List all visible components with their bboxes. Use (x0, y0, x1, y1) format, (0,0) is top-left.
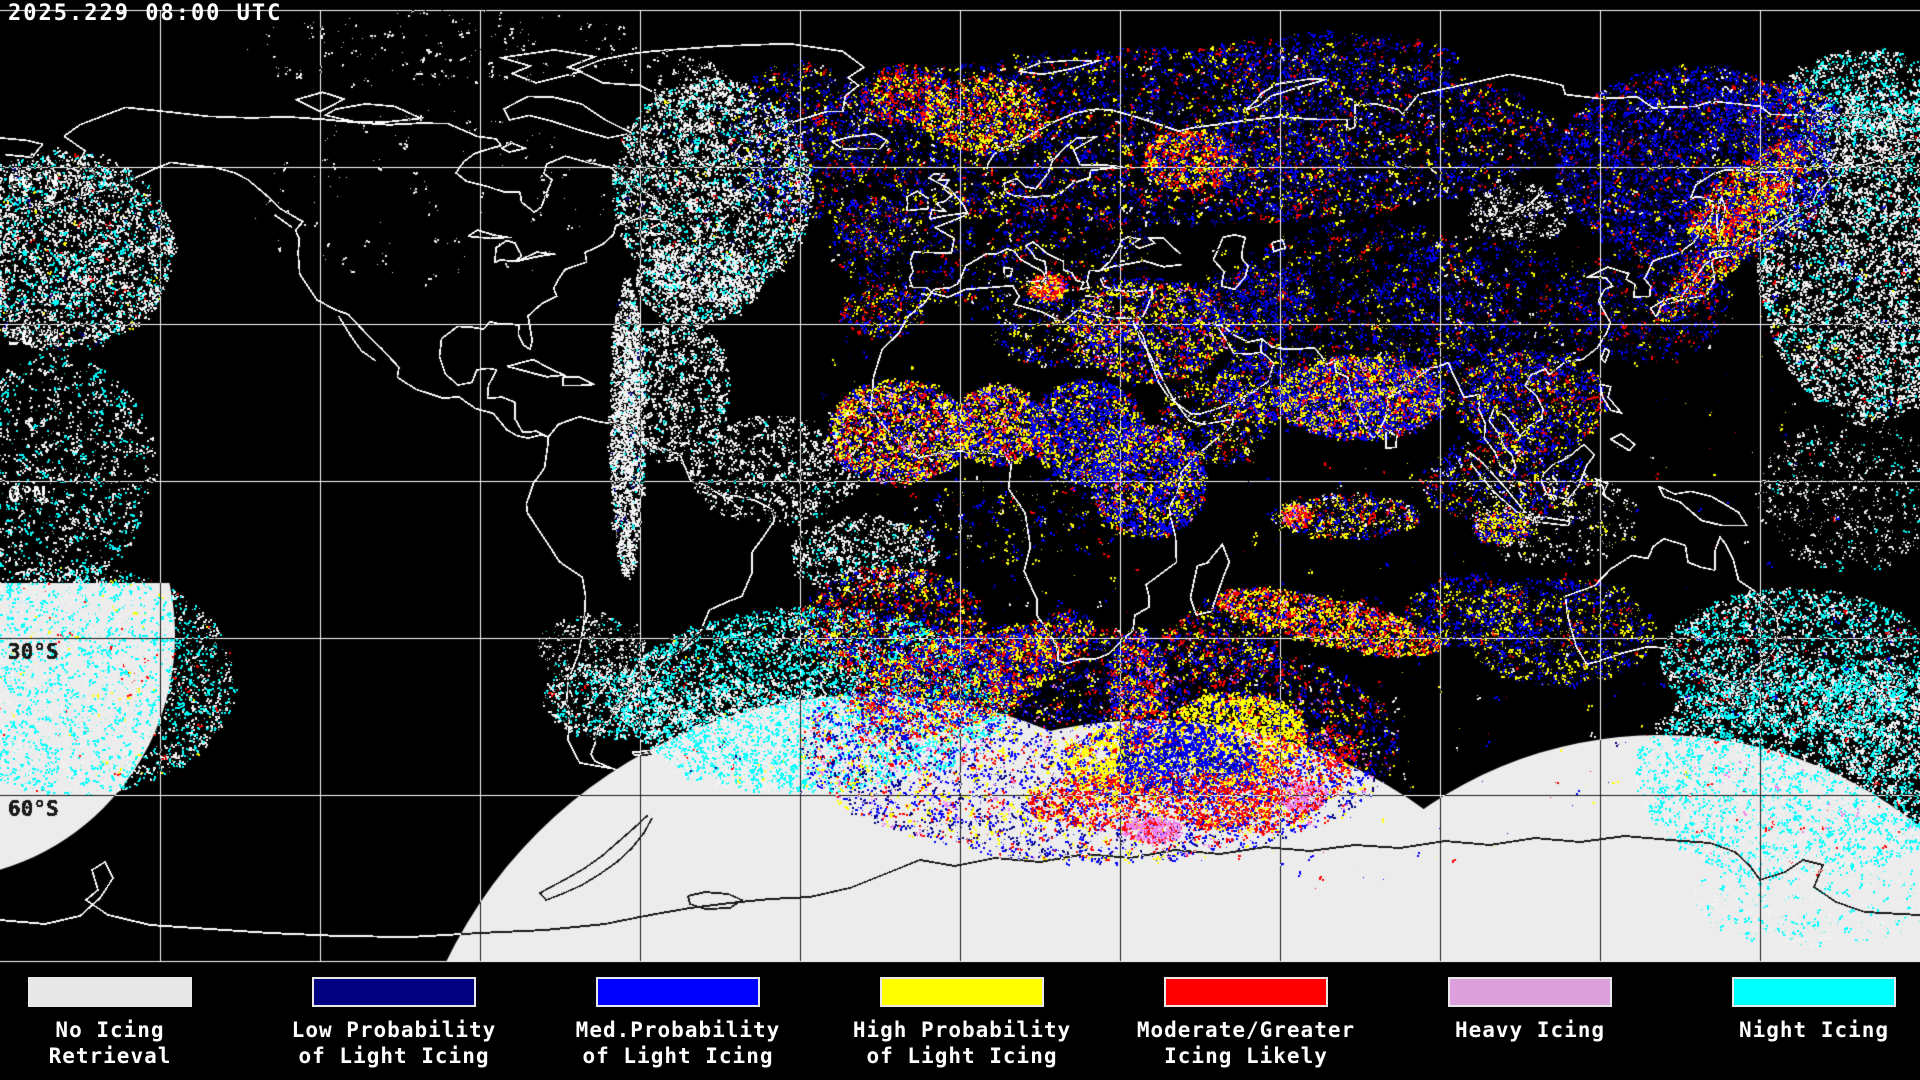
legend-label: Heavy Icing (1454, 1018, 1606, 1042)
legend-item: Low Probability of Light Icing (257, 958, 531, 1069)
legend-color-swatch (1164, 977, 1328, 1007)
legend-item: High Probability of Light Icing (825, 958, 1099, 1069)
legend-item: Night Icing (1677, 958, 1920, 1043)
legend-color-swatch (596, 977, 760, 1007)
legend-color-swatch (312, 977, 476, 1007)
legend-color-swatch (1732, 977, 1896, 1007)
legend-color-swatch (880, 977, 1044, 1007)
legend-color-swatch (28, 977, 192, 1007)
legend-item: Med.Probability of Light Icing (541, 958, 815, 1069)
legend-label: Moderate/Greater Icing Likely (1136, 1018, 1356, 1068)
legend-label: Low Probability of Light Icing (291, 1018, 497, 1068)
legend: No Icing Retrieval Low Probability of Lig… (0, 958, 1920, 1080)
legend-color-swatch (1448, 977, 1612, 1007)
timestamp: 2025.229 08:00 UTC (8, 1, 283, 26)
legend-label: High Probability of Light Icing (852, 1018, 1072, 1068)
legend-item: No Icing Retrieval (0, 958, 247, 1069)
legend-item: Heavy Icing (1393, 958, 1667, 1043)
legend-label: Night Icing (1738, 1018, 1890, 1042)
legend-item: Moderate/Greater Icing Likely (1109, 958, 1383, 1069)
legend-label: No Icing Retrieval (48, 1018, 172, 1068)
legend-label: Med.Probability of Light Icing (575, 1018, 781, 1068)
